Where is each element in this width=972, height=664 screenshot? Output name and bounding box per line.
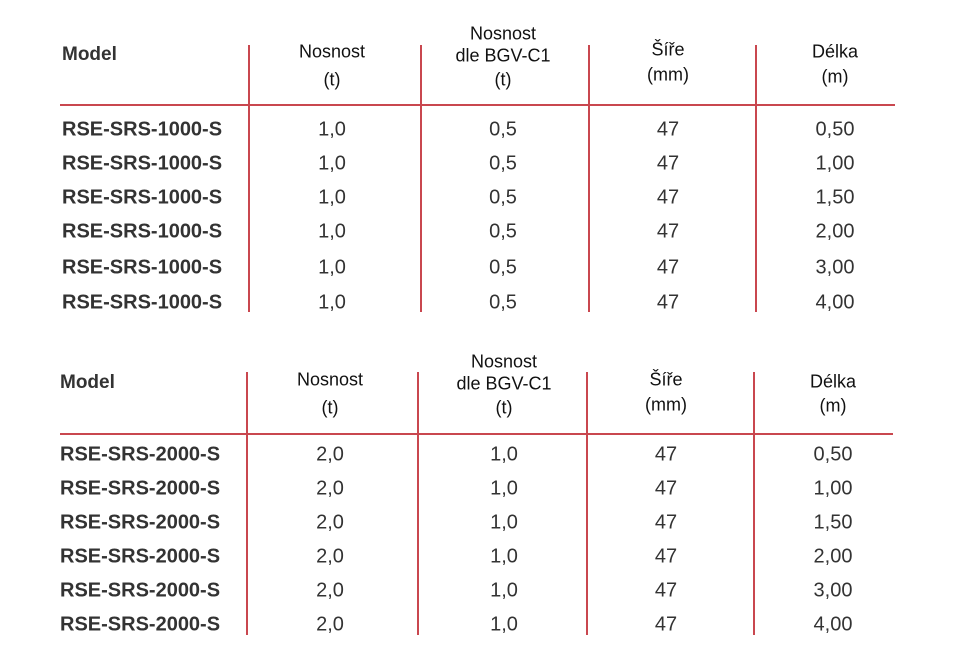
value-cell: 2,0 bbox=[316, 613, 344, 636]
value-cell: 47 bbox=[654, 613, 678, 636]
model-cell: RSE-SRS-2000-S bbox=[60, 545, 221, 568]
value-cell: 3,00 bbox=[815, 256, 855, 279]
value-cell: 1,0 bbox=[318, 186, 346, 209]
column-header: Šíře bbox=[651, 39, 685, 60]
column-header: (t) bbox=[494, 69, 512, 90]
value-cell: 1,0 bbox=[490, 613, 518, 636]
header-rule bbox=[60, 433, 893, 435]
column-header: Model bbox=[60, 372, 115, 393]
column-divider bbox=[420, 45, 422, 312]
column-divider bbox=[248, 45, 250, 312]
column-header: dle BGV-C1 bbox=[456, 373, 552, 394]
column-header: Nosnost bbox=[470, 351, 538, 372]
column-header: (t) bbox=[321, 397, 339, 418]
value-cell: 1,50 bbox=[813, 511, 853, 534]
value-cell: 1,00 bbox=[813, 477, 853, 500]
column-header: (t) bbox=[495, 397, 513, 418]
value-cell: 47 bbox=[656, 256, 680, 279]
column-header: (m) bbox=[819, 395, 847, 416]
value-cell: 2,00 bbox=[813, 545, 853, 568]
model-cell: RSE-SRS-2000-S bbox=[60, 613, 221, 636]
model-cell: RSE-SRS-2000-S bbox=[60, 443, 221, 466]
model-cell: RSE-SRS-2000-S bbox=[60, 579, 221, 602]
column-header: Nosnost bbox=[298, 41, 366, 62]
column-divider bbox=[755, 45, 757, 312]
column-divider bbox=[586, 372, 588, 635]
value-cell: 0,5 bbox=[489, 118, 517, 141]
value-cell: 4,00 bbox=[815, 291, 855, 314]
value-cell: 2,0 bbox=[316, 579, 344, 602]
value-cell: 0,5 bbox=[489, 220, 517, 243]
model-cell: RSE-SRS-2000-S bbox=[60, 477, 221, 500]
model-cell: RSE-SRS-1000-S bbox=[62, 186, 223, 209]
value-cell: 1,0 bbox=[318, 118, 346, 141]
value-cell: 2,00 bbox=[815, 220, 855, 243]
value-cell: 47 bbox=[656, 220, 680, 243]
value-cell: 3,00 bbox=[813, 579, 853, 602]
model-cell: RSE-SRS-1000-S bbox=[62, 291, 223, 314]
value-cell: 2,0 bbox=[316, 511, 344, 534]
value-cell: 0,5 bbox=[489, 256, 517, 279]
column-header: Délka bbox=[811, 41, 859, 62]
column-header: (mm) bbox=[647, 64, 689, 85]
column-header: Šíře bbox=[649, 369, 683, 390]
value-cell: 1,0 bbox=[318, 152, 346, 175]
value-cell: 1,0 bbox=[318, 291, 346, 314]
value-cell: 0,5 bbox=[489, 291, 517, 314]
value-cell: 47 bbox=[654, 443, 678, 466]
value-cell: 2,0 bbox=[316, 477, 344, 500]
column-header: Model bbox=[62, 44, 117, 65]
value-cell: 1,0 bbox=[490, 511, 518, 534]
value-cell: 2,0 bbox=[316, 443, 344, 466]
value-cell: 47 bbox=[656, 186, 680, 209]
value-cell: 1,0 bbox=[318, 220, 346, 243]
value-cell: 1,0 bbox=[490, 579, 518, 602]
model-cell: RSE-SRS-2000-S bbox=[60, 511, 221, 534]
column-header: dle BGV-C1 bbox=[455, 45, 551, 66]
value-cell: 1,0 bbox=[490, 443, 518, 466]
column-header: (mm) bbox=[645, 394, 687, 415]
column-header: Nosnost bbox=[296, 369, 364, 390]
column-header: Nosnost bbox=[469, 23, 537, 44]
value-cell: 0,50 bbox=[815, 118, 855, 141]
column-divider bbox=[753, 372, 755, 635]
value-cell: 0,5 bbox=[489, 152, 517, 175]
column-header: (m) bbox=[821, 66, 849, 87]
value-cell: 47 bbox=[656, 118, 680, 141]
value-cell: 2,0 bbox=[316, 545, 344, 568]
value-cell: 1,0 bbox=[490, 477, 518, 500]
value-cell: 4,00 bbox=[813, 613, 853, 636]
column-header: Délka bbox=[809, 371, 857, 392]
header-rule bbox=[60, 104, 895, 106]
value-cell: 47 bbox=[654, 511, 678, 534]
value-cell: 0,5 bbox=[489, 186, 517, 209]
column-divider bbox=[417, 372, 419, 635]
value-cell: 1,0 bbox=[490, 545, 518, 568]
value-cell: 47 bbox=[654, 477, 678, 500]
model-cell: RSE-SRS-1000-S bbox=[62, 220, 223, 243]
value-cell: 0,50 bbox=[813, 443, 853, 466]
value-cell: 47 bbox=[654, 545, 678, 568]
value-cell: 1,0 bbox=[318, 256, 346, 279]
value-cell: 1,00 bbox=[815, 152, 855, 175]
column-header: (t) bbox=[323, 69, 341, 90]
column-divider bbox=[246, 372, 248, 635]
column-divider bbox=[588, 45, 590, 312]
value-cell: 47 bbox=[656, 152, 680, 175]
model-cell: RSE-SRS-1000-S bbox=[62, 152, 223, 175]
model-cell: RSE-SRS-1000-S bbox=[62, 256, 223, 279]
model-cell: RSE-SRS-1000-S bbox=[62, 118, 223, 141]
value-cell: 1,50 bbox=[815, 186, 855, 209]
value-cell: 47 bbox=[656, 291, 680, 314]
value-cell: 47 bbox=[654, 579, 678, 602]
